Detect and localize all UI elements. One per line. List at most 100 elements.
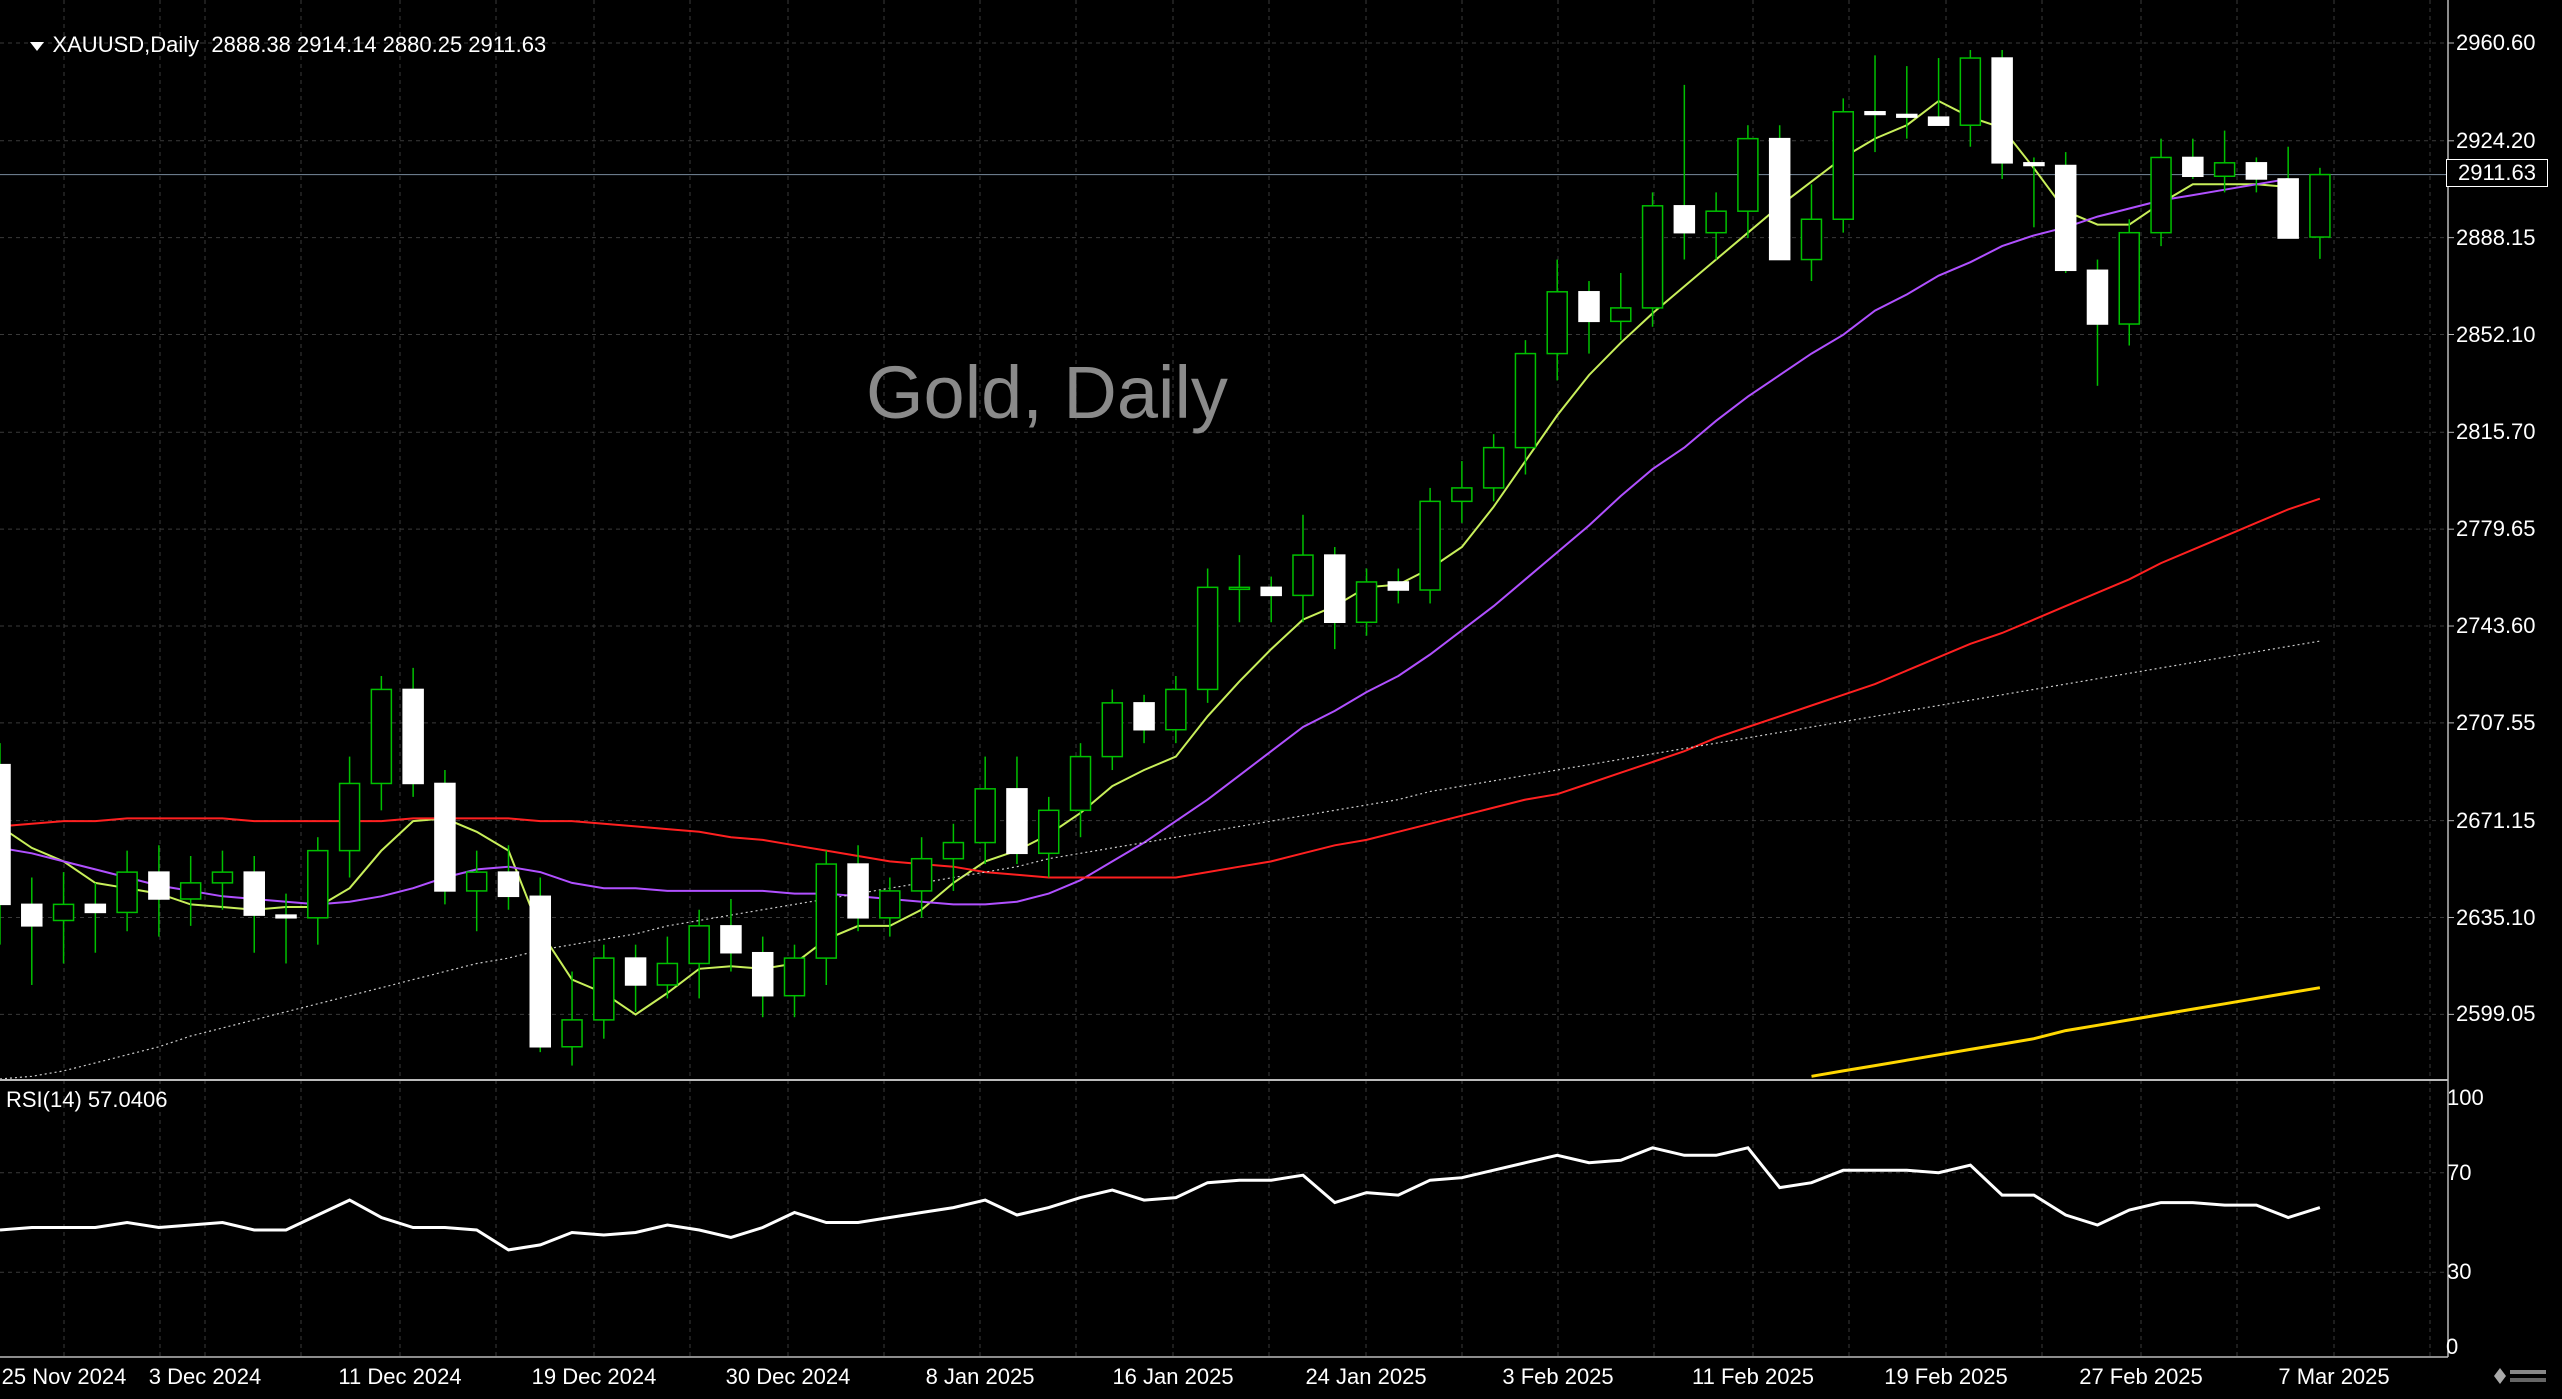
date-tick-label: 7 Mar 2025 bbox=[2278, 1364, 2390, 1389]
rsi-line bbox=[0, 1146, 2321, 1252]
ohlc-values: 2888.38 2914.14 2880.25 2911.63 bbox=[211, 32, 547, 57]
candle bbox=[1228, 555, 1251, 623]
candle-body bbox=[1292, 554, 1314, 597]
candle-body bbox=[1196, 586, 1219, 691]
candle-body bbox=[21, 903, 43, 927]
candle-body bbox=[1419, 500, 1441, 591]
chart-grid bbox=[0, 0, 2448, 1357]
candle bbox=[1006, 756, 1028, 865]
candle-body bbox=[2182, 156, 2204, 178]
candle-body bbox=[1451, 487, 1473, 503]
candle bbox=[1864, 55, 1886, 153]
price-tick-label: 2815.70 bbox=[2456, 419, 2536, 445]
candle bbox=[1737, 125, 1759, 239]
ma-line-4 bbox=[1811, 986, 2321, 1078]
candle bbox=[2150, 138, 2172, 247]
symbol-label: XAUUSD,Daily bbox=[52, 32, 200, 57]
candle bbox=[879, 877, 901, 937]
price-tick-label: 2852.10 bbox=[2456, 321, 2536, 347]
candle bbox=[1896, 66, 1918, 139]
candle-body bbox=[370, 688, 393, 785]
candle-body bbox=[1641, 205, 1664, 309]
candlestick-series bbox=[0, 49, 2331, 1066]
date-tick-label: 24 Jan 2025 bbox=[1305, 1364, 1427, 1389]
candle-body bbox=[179, 882, 202, 900]
candle bbox=[2118, 219, 2141, 346]
candle bbox=[1101, 689, 1124, 771]
candle-body bbox=[1991, 57, 2013, 164]
rsi-tick-label: 70 bbox=[2447, 1159, 2472, 1185]
chart-header[interactable]: XAUUSD,Daily 2888.38 2914.14 2880.25 291… bbox=[6, 6, 546, 84]
candle bbox=[1768, 125, 1791, 261]
candle bbox=[21, 877, 43, 985]
candle bbox=[624, 944, 647, 1012]
candle-body bbox=[1705, 210, 1727, 234]
candle-body bbox=[2118, 231, 2141, 325]
candle-body bbox=[783, 957, 806, 997]
rsi-tick-label: 30 bbox=[2447, 1259, 2472, 1285]
candle bbox=[720, 898, 742, 972]
candle bbox=[148, 845, 170, 937]
candle-body bbox=[1324, 554, 1346, 624]
dropdown-arrow-icon[interactable] bbox=[30, 41, 45, 51]
candle bbox=[1324, 547, 1346, 650]
candle bbox=[942, 823, 965, 891]
price-tick-label: 2671.15 bbox=[2456, 807, 2536, 833]
price-tick-label: 2743.60 bbox=[2456, 613, 2536, 639]
panel-frames bbox=[0, 0, 2454, 1358]
candle-body bbox=[815, 863, 838, 959]
candle-body bbox=[1800, 218, 1823, 261]
candle-body bbox=[910, 857, 933, 892]
candle-body bbox=[1959, 57, 1982, 126]
candle-body bbox=[1260, 586, 1282, 597]
candle-body bbox=[1101, 702, 1124, 758]
ma-line-1 bbox=[0, 177, 2289, 906]
candle-body bbox=[497, 871, 520, 898]
rsi-tick-label: 0 bbox=[2446, 1334, 2459, 1359]
candle-body bbox=[942, 841, 965, 860]
price-tick-label: 2779.65 bbox=[2456, 516, 2536, 542]
rsi-tick-label: 100 bbox=[2447, 1085, 2484, 1110]
candle bbox=[2213, 130, 2236, 193]
candle-body bbox=[1387, 581, 1410, 591]
candle bbox=[2277, 146, 2299, 239]
current-price-label: 2911.63 bbox=[2446, 159, 2548, 187]
candle-body bbox=[52, 903, 75, 922]
date-tick-label: 30 Dec 2024 bbox=[725, 1364, 851, 1389]
candle-body bbox=[1514, 352, 1537, 449]
candle bbox=[497, 845, 520, 910]
candle bbox=[1419, 487, 1441, 604]
candle-body bbox=[148, 871, 170, 900]
candle bbox=[1927, 58, 1950, 126]
candle-body bbox=[402, 688, 424, 785]
date-tick-label: 11 Dec 2024 bbox=[338, 1364, 462, 1389]
date-tick-label: 8 Jan 2025 bbox=[925, 1364, 1035, 1389]
candle-body bbox=[974, 788, 996, 844]
candle bbox=[211, 850, 234, 910]
candle-body bbox=[1610, 307, 1632, 323]
ma-line-3 bbox=[0, 640, 2320, 1080]
price-tick-label: 2635.10 bbox=[2456, 904, 2536, 930]
candle-body bbox=[1578, 291, 1600, 323]
candle bbox=[465, 850, 488, 932]
candle bbox=[847, 845, 869, 932]
date-tick-label: 19 Dec 2024 bbox=[531, 1364, 657, 1389]
candle-body bbox=[1228, 586, 1251, 591]
candle bbox=[656, 936, 679, 999]
date-tick-label: 3 Feb 2025 bbox=[1502, 1364, 1614, 1389]
candle-body bbox=[243, 871, 265, 916]
candle-body bbox=[2245, 162, 2268, 180]
candle bbox=[1260, 576, 1282, 623]
candle-body bbox=[1037, 809, 1060, 855]
candle-body bbox=[561, 1019, 583, 1048]
date-tick-label: 3 Dec 2024 bbox=[148, 1364, 262, 1389]
candle-body bbox=[847, 863, 869, 919]
candle-body bbox=[529, 895, 552, 1048]
candle bbox=[1832, 98, 1854, 233]
rsi-label: RSI(14) 57.0406 bbox=[6, 1087, 168, 1112]
candle bbox=[561, 971, 583, 1066]
candle bbox=[1673, 84, 1696, 260]
candle-body bbox=[1546, 291, 1568, 355]
candle bbox=[52, 872, 75, 964]
